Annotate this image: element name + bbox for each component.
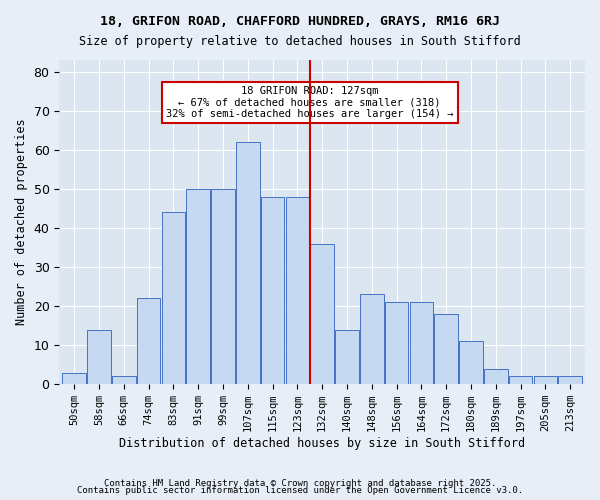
Bar [62,372,86,384]
Bar [509,376,532,384]
Bar [533,376,557,384]
Bar [161,212,185,384]
Bar [211,189,235,384]
Text: Size of property relative to detached houses in South Stifford: Size of property relative to detached ho… [79,35,521,48]
Text: 18 GRIFON ROAD: 127sqm
← 67% of detached houses are smaller (318)
32% of semi-de: 18 GRIFON ROAD: 127sqm ← 67% of detached… [166,86,454,119]
Y-axis label: Number of detached properties: Number of detached properties [15,119,28,326]
Bar [187,189,210,384]
Bar [385,302,409,384]
Text: Contains HM Land Registry data © Crown copyright and database right 2025.: Contains HM Land Registry data © Crown c… [104,478,496,488]
Text: 18, GRIFON ROAD, CHAFFORD HUNDRED, GRAYS, RM16 6RJ: 18, GRIFON ROAD, CHAFFORD HUNDRED, GRAYS… [100,15,500,28]
Bar [484,368,508,384]
Bar [335,330,359,384]
Bar [112,376,136,384]
X-axis label: Distribution of detached houses by size in South Stifford: Distribution of detached houses by size … [119,437,525,450]
Bar [559,376,582,384]
Bar [310,244,334,384]
Bar [236,142,260,384]
Bar [459,342,483,384]
Bar [87,330,111,384]
Bar [434,314,458,384]
Bar [410,302,433,384]
Bar [286,196,309,384]
Bar [360,294,383,384]
Bar [137,298,160,384]
Bar [261,196,284,384]
Text: Contains public sector information licensed under the Open Government Licence v3: Contains public sector information licen… [77,486,523,495]
